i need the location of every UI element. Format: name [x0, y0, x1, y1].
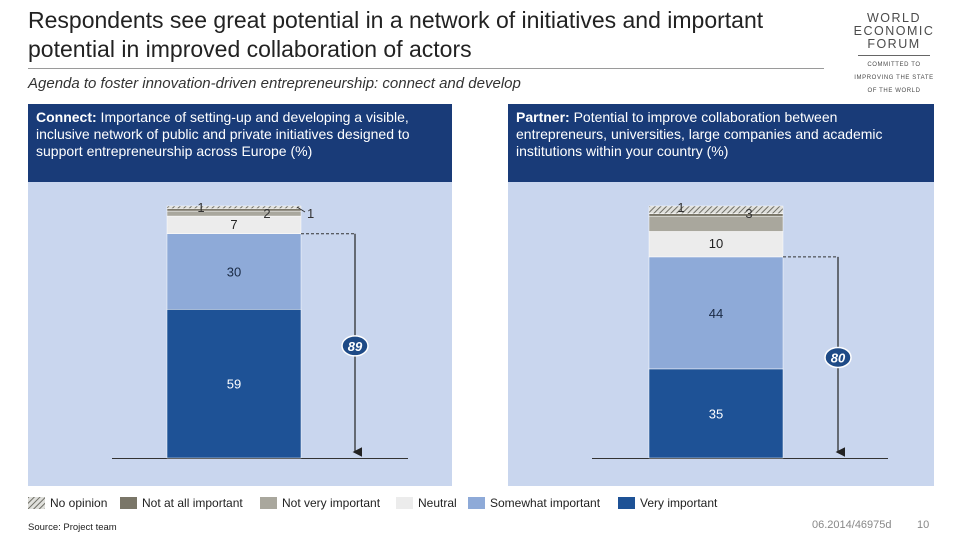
source-note: Source: Project team	[28, 522, 117, 533]
connect-label-not-at-all-important: 1	[197, 200, 204, 215]
connect-bar-not-very-important	[166, 210, 302, 217]
title-divider	[28, 68, 824, 69]
legend-swatch-neutral	[396, 497, 413, 509]
logo-line-1: WORLD	[866, 11, 922, 25]
stacked-bar-charts: 59 30 7 1 2 1 89 35 44 10 1 3 80	[112, 200, 888, 459]
legend-swatch-not-very	[260, 497, 277, 509]
connect-bar-no-opinion	[166, 205, 302, 209]
legend-swatch-very	[618, 497, 635, 509]
page-number: 10	[917, 519, 930, 531]
connect-label-no-opinion: 1	[307, 206, 314, 221]
connect-label-neutral: 7	[230, 217, 237, 232]
connect-heading-bold: Connect:	[36, 109, 97, 125]
page-subtitle: Agenda to foster innovation-driven entre…	[28, 75, 521, 92]
partner-heading-text: Potential to improve collaboration betwe…	[516, 109, 883, 159]
connect-total-label: 89	[348, 339, 363, 354]
page-title: Respondents see great potential in a net…	[28, 7, 764, 62]
legend-swatch-not-at-all	[120, 497, 137, 509]
legend-label-very: Very important	[640, 496, 718, 510]
legend-label-not-at-all: Not at all important	[142, 496, 243, 510]
connect-label-not-very-important: 2	[263, 206, 270, 221]
connect-panel-heading: Connect: Importance of setting-up and de…	[28, 104, 452, 182]
connect-heading-text: Importance of setting-up and developing …	[36, 109, 410, 159]
logo-rule	[858, 55, 930, 56]
logo-line-2: ECONOMIC	[853, 24, 935, 38]
partner-label-very-important: 35	[709, 406, 723, 421]
partner-bar-neutral	[648, 231, 784, 258]
partner-bar-not-very-important	[648, 215, 784, 232]
connect-leader-line	[296, 206, 306, 213]
legend-label-neutral: Neutral	[418, 496, 457, 510]
partner-panel-heading: Partner: Potential to improve collaborat…	[508, 104, 934, 182]
legend-label-somewhat: Somewhat important	[490, 496, 601, 510]
connect-bar-very-important	[166, 309, 302, 459]
partner-label-neutral: 10	[709, 236, 723, 251]
logo-tagline-1: COMMITTED TO	[867, 62, 921, 68]
document-code: 06.2014/46975d	[812, 519, 892, 531]
legend-label-no-opinion: No opinion	[50, 496, 108, 510]
partner-label-somewhat-important: 44	[709, 306, 723, 321]
partner-total-label: 80	[831, 350, 846, 365]
logo-tagline-2: IMPROVING THE STATE	[854, 75, 934, 81]
partner-label-no-opinion: 3	[745, 206, 752, 221]
partner-label-not-at-all-important: 1	[677, 200, 684, 215]
connect-bar-somewhat-important	[166, 233, 302, 310]
connect-bar-not-at-all-important	[166, 208, 302, 212]
legend-swatch-no-opinion	[28, 497, 45, 509]
partner-heading-bold: Partner:	[516, 109, 570, 125]
partner-bar-no-opinion	[648, 205, 784, 214]
wef-logo: WORLD ECONOMIC FORUM COMMITTED TO IMPROV…	[852, 12, 936, 95]
connect-total-badge	[341, 335, 369, 357]
legend-swatch-somewhat	[468, 497, 485, 509]
connect-label-very-important: 59	[227, 377, 241, 392]
logo-line-3: FORUM	[867, 37, 921, 51]
partner-bar-not-at-all-important	[648, 213, 784, 217]
legend-label-not-very: Not very important	[282, 496, 381, 510]
partner-bar-somewhat-important	[648, 256, 784, 370]
logo-tagline-3: OF THE WORLD	[867, 88, 921, 94]
partner-total-badge	[824, 346, 852, 369]
partner-bar-very-important	[648, 368, 784, 459]
connect-label-somewhat-important: 30	[227, 265, 241, 280]
